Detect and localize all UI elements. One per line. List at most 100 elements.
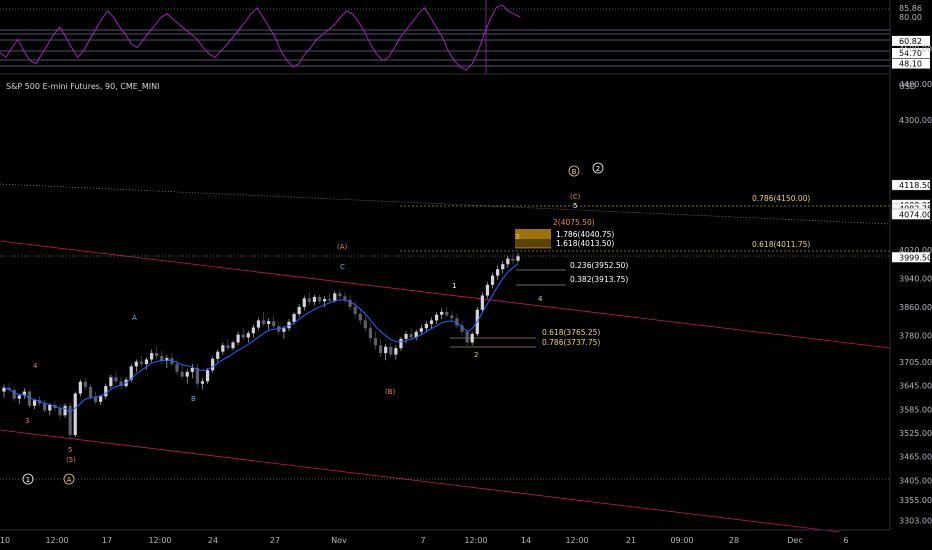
time-tick-label: 12:00: [45, 536, 68, 545]
wave-label: 5: [68, 446, 72, 454]
candle: [256, 317, 261, 331]
fib-label-1786: 1.786(4040.75): [556, 230, 614, 239]
candle: [429, 317, 434, 329]
candle: [373, 331, 378, 350]
candle: [338, 289, 342, 299]
candle: [384, 343, 388, 361]
candle: [511, 253, 515, 265]
time-tick-label: 7: [420, 536, 425, 545]
candle: [419, 324, 423, 336]
candle: [211, 356, 215, 373]
candle: [200, 378, 205, 390]
wave-label: 2: [596, 165, 600, 173]
candle: [205, 367, 210, 384]
price-tick-label: 3303.00: [899, 517, 932, 526]
time-tick-label: 10: [0, 536, 10, 545]
fib-labels: 0.786(4150.00) 0.618(4011.75) 1.786(4040…: [542, 194, 810, 347]
time-tick-label: 27: [270, 536, 280, 545]
candle: [434, 311, 439, 324]
candle: [88, 383, 93, 400]
candle: [424, 321, 428, 332]
fib-label-0236: 0.236(3952.50): [570, 261, 628, 270]
price-tick-label: 3705.00: [899, 358, 932, 367]
candle: [317, 294, 322, 305]
price-tick-label: 4500.00: [899, 44, 932, 53]
wave-label: (C): [570, 193, 581, 201]
candle: [328, 293, 332, 303]
fib-drawings: [400, 205, 890, 348]
candle: [297, 304, 301, 317]
candle: [307, 292, 311, 305]
candle: [506, 255, 510, 268]
candle: [353, 301, 357, 318]
price-axis: 4500.00 4400.00 4300.00 4020.00 3940.00 3860.…: [891, 44, 932, 526]
candle: [12, 387, 16, 402]
fib-label-2: 2(4075.50): [553, 218, 595, 227]
candle: [226, 338, 230, 351]
candle: [104, 383, 108, 399]
candle: [282, 326, 286, 339]
wave-label: (B): [385, 388, 396, 396]
candle: [48, 403, 52, 416]
time-tick-label: 17: [102, 536, 112, 545]
candle: [470, 331, 474, 346]
candle: [445, 306, 449, 318]
candle: [394, 345, 398, 360]
candle: [2, 384, 6, 398]
candles: [2, 252, 520, 439]
candle: [94, 391, 98, 405]
wave-label: 4: [538, 295, 543, 303]
time-tick-label: 21: [626, 536, 636, 545]
chart-title: S&P 500 E-mini Futures, 90, CME_MINI: [6, 82, 159, 91]
candle: [119, 376, 123, 390]
candle: [460, 321, 464, 336]
price-tick-label: 4020.00: [899, 246, 932, 255]
rsi-line: [0, 4, 521, 71]
time-tick-label: Nov: [331, 536, 347, 545]
candle: [149, 349, 154, 363]
candle: [246, 331, 250, 343]
candle: [496, 265, 500, 280]
candle: [450, 311, 454, 322]
candle: [368, 323, 373, 343]
candle: [43, 399, 47, 413]
candle: [185, 368, 189, 384]
candle: [389, 342, 393, 358]
candle: [180, 365, 184, 380]
price-tick-label: 3940.00: [899, 274, 932, 283]
candle: [58, 404, 62, 420]
candle: [139, 355, 144, 368]
wave-label: B: [191, 395, 196, 403]
candle: [231, 340, 235, 351]
candle: [190, 363, 194, 379]
candle: [480, 292, 484, 312]
candle: [455, 314, 459, 329]
candle: [343, 292, 347, 304]
candle: [165, 355, 169, 368]
time-tick-label: 12:00: [464, 536, 487, 545]
wave-circle: [63, 473, 75, 485]
rsi-value-box: [892, 48, 930, 59]
candle: [32, 398, 37, 409]
candle: [312, 294, 317, 306]
price-box: [891, 209, 931, 220]
wave-label: B: [572, 168, 577, 176]
candle: [99, 394, 103, 406]
candle: [287, 318, 291, 332]
candle: [63, 403, 67, 418]
time-tick-label: 24: [208, 536, 218, 545]
candle: [22, 388, 26, 399]
price-tick-label: 3645.00: [899, 382, 932, 391]
price-tick-label: 3525.00: [899, 429, 932, 438]
candle: [363, 315, 367, 332]
candle: [236, 331, 240, 346]
price-tick-label: 3585.00: [899, 405, 932, 414]
wave-label: C: [340, 263, 345, 271]
price-tick-label: 3405.00: [899, 476, 932, 485]
fib-label-0618-upper: 0.618(4011.75): [752, 240, 810, 249]
candle: [144, 357, 149, 370]
wave-circle: [22, 473, 34, 485]
candle: [358, 308, 362, 325]
candle: [195, 363, 199, 388]
